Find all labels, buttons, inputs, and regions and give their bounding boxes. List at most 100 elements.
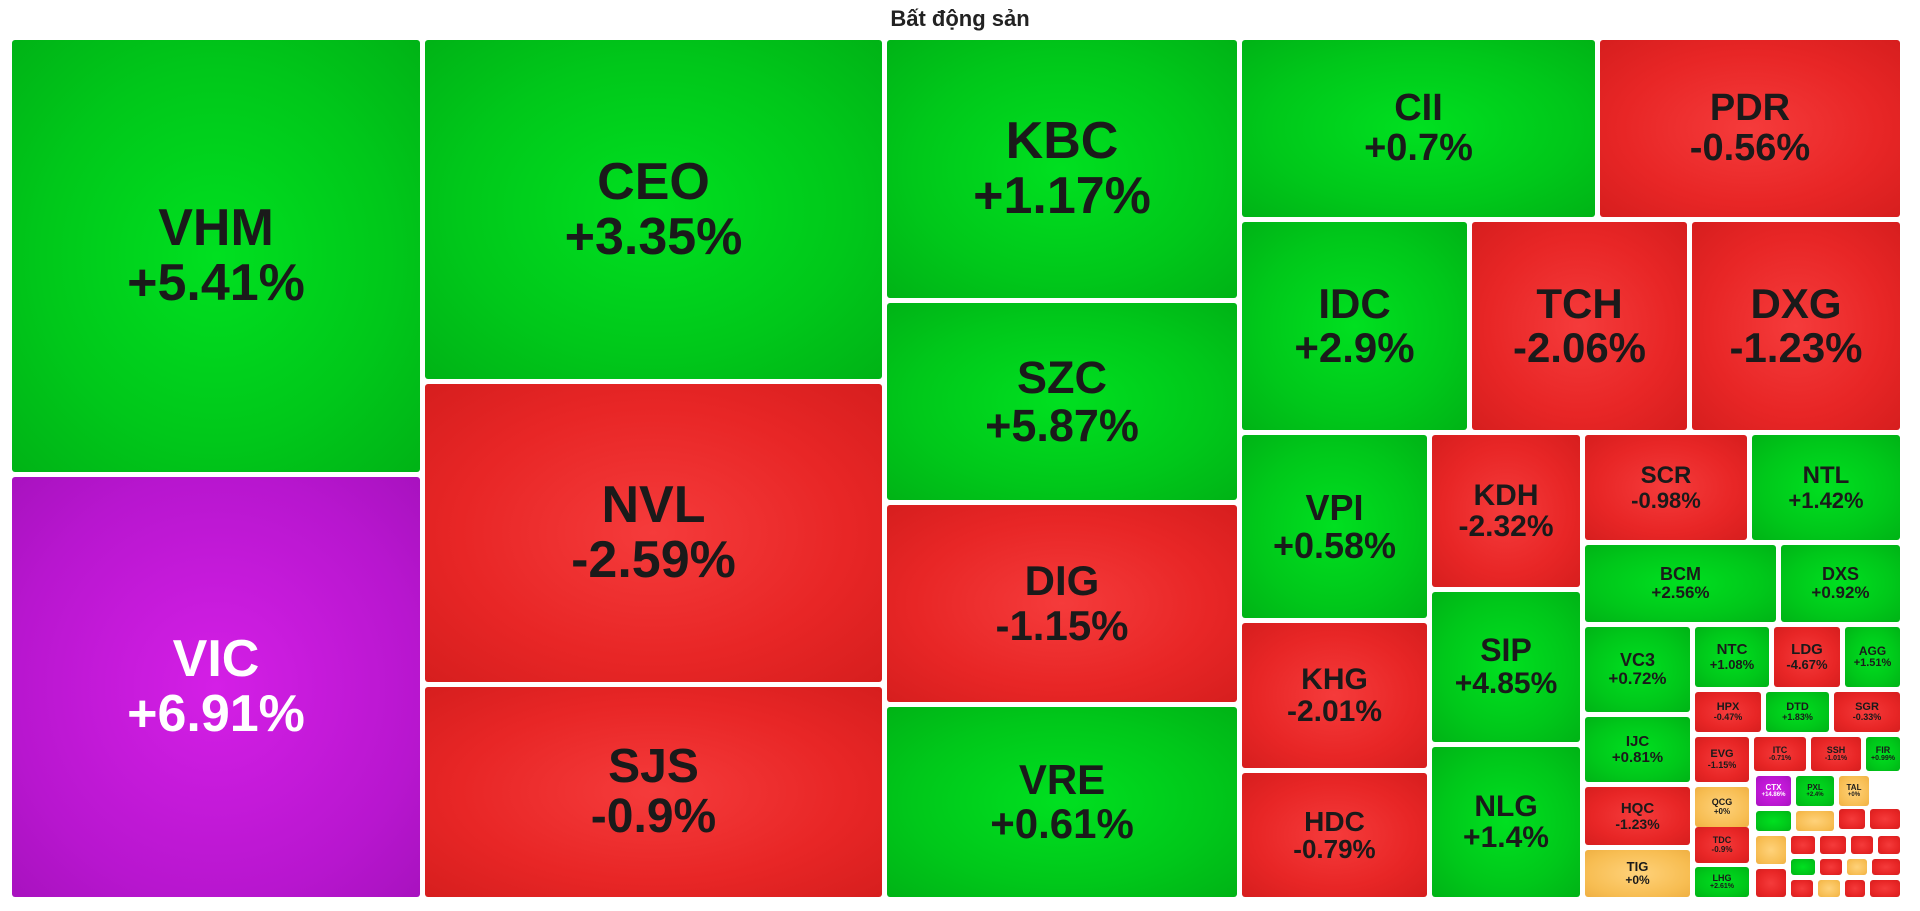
- tile-small[interactable]: [1756, 836, 1786, 864]
- tile-small[interactable]: [1839, 809, 1865, 829]
- tile-symbol: VRE: [1018, 755, 1106, 803]
- tile-dig[interactable]: DIG -1.15%: [887, 505, 1237, 702]
- tile-vre[interactable]: VRE +0.61%: [887, 707, 1237, 897]
- tile-tdc[interactable]: TDC -0.9%: [1695, 827, 1749, 863]
- tile-idc[interactable]: IDC +2.9%: [1242, 222, 1467, 430]
- tile-ctx[interactable]: CTX +14.86%: [1756, 776, 1791, 806]
- tile-small[interactable]: [1870, 880, 1900, 897]
- tile-change: +0.99%: [1871, 755, 1895, 763]
- tile-lhg[interactable]: LHG +2.61%: [1695, 867, 1749, 897]
- tile-tal[interactable]: TAL +0%: [1839, 776, 1869, 806]
- tile-sip[interactable]: SIP +4.85%: [1432, 592, 1580, 742]
- tile-kdh[interactable]: KDH -2.32%: [1432, 435, 1580, 587]
- tile-change: +6.91%: [127, 685, 305, 743]
- tile-small[interactable]: [1878, 836, 1900, 854]
- tile-vc3[interactable]: VC3 +0.72%: [1585, 627, 1690, 712]
- tile-small[interactable]: [1851, 836, 1873, 854]
- tile-change: -1.23%: [1729, 324, 1863, 371]
- tile-small[interactable]: [1796, 811, 1834, 831]
- tile-change: +0.61%: [990, 800, 1134, 847]
- tile-symbol: KBC: [1005, 112, 1119, 171]
- tile-ceo[interactable]: CEO +3.35%: [425, 40, 882, 379]
- tile-symbol: TAL: [1846, 782, 1862, 792]
- tile-dtd[interactable]: DTD +1.83%: [1766, 692, 1829, 732]
- tile-symbol: IDC: [1318, 279, 1391, 327]
- tile-change: +2.4%: [1806, 792, 1824, 799]
- tile-vhm[interactable]: VHM +5.41%: [12, 40, 420, 472]
- tile-small[interactable]: [1845, 880, 1865, 897]
- tile-symbol: DXG: [1750, 279, 1842, 327]
- tile-small[interactable]: [1791, 880, 1813, 897]
- tile-small[interactable]: [1870, 809, 1900, 829]
- tile-small[interactable]: [1820, 836, 1846, 854]
- tile-change: -2.06%: [1512, 324, 1647, 371]
- tile-ldg[interactable]: LDG -4.67%: [1774, 627, 1840, 687]
- tile-agg[interactable]: AGG +1.51%: [1845, 627, 1900, 687]
- tile-change: -1.15%: [1707, 759, 1737, 770]
- tile-change: -2.01%: [1286, 694, 1383, 728]
- tile-symbol: KHG: [1301, 663, 1368, 696]
- tile-sjs[interactable]: SJS -0.9%: [425, 687, 882, 897]
- tile-change: -0.47%: [1713, 712, 1743, 723]
- tile-tig[interactable]: TIG +0%: [1585, 850, 1690, 897]
- tile-small[interactable]: [1818, 880, 1840, 897]
- tile-small[interactable]: [1791, 836, 1815, 854]
- tile-change: +1.83%: [1782, 712, 1813, 723]
- tile-symbol: QCG: [1711, 797, 1733, 808]
- tile-vpi[interactable]: VPI +0.58%: [1242, 435, 1427, 618]
- tile-symbol: VC3: [1619, 650, 1655, 671]
- tile-change: -0.79%: [1293, 834, 1376, 865]
- tile-small[interactable]: [1872, 859, 1900, 875]
- tile-change: +1.42%: [1788, 487, 1864, 513]
- tile-kbc[interactable]: KBC +1.17%: [887, 40, 1237, 298]
- tile-symbol: KDH: [1473, 478, 1539, 512]
- chart-title: Bất động sản: [890, 6, 1030, 31]
- tile-symbol: CTX: [1765, 782, 1782, 792]
- tile-ntl[interactable]: NTL +1.42%: [1752, 435, 1900, 540]
- tile-small[interactable]: [1847, 859, 1867, 875]
- tile-symbol: VIC: [172, 630, 260, 689]
- tile-change: -0.9%: [590, 790, 717, 843]
- tile-change: +1.4%: [1463, 821, 1549, 854]
- tile-small[interactable]: [1756, 869, 1786, 897]
- tile-nvl[interactable]: NVL -2.59%: [425, 384, 882, 682]
- tile-dxg[interactable]: DXG -1.23%: [1692, 222, 1900, 430]
- tile-ntc[interactable]: NTC +1.08%: [1695, 627, 1769, 687]
- tile-nlg[interactable]: NLG +1.4%: [1432, 747, 1580, 897]
- tile-small[interactable]: [1820, 859, 1842, 875]
- tile-symbol: SJS: [608, 739, 699, 793]
- tile-symbol: NTL: [1802, 462, 1850, 490]
- tile-change: +3.35%: [564, 207, 743, 266]
- tile-ssh[interactable]: SSH -1.01%: [1811, 737, 1861, 771]
- tile-ijc[interactable]: IJC +0.81%: [1585, 717, 1690, 782]
- tile-pxl[interactable]: PXL +2.4%: [1796, 776, 1834, 806]
- tile-vic[interactable]: VIC +6.91%: [12, 477, 420, 897]
- tile-hdc[interactable]: HDC -0.79%: [1242, 773, 1427, 897]
- tile-change: +5.41%: [127, 254, 305, 312]
- tile-hqc[interactable]: HQC -1.23%: [1585, 787, 1690, 845]
- tile-khg[interactable]: KHG -2.01%: [1242, 623, 1427, 768]
- tile-change: -4.67%: [1786, 657, 1828, 673]
- tile-small[interactable]: [1756, 811, 1791, 831]
- tile-symbol: ITC: [1772, 744, 1788, 755]
- tile-symbol: TIG: [1626, 859, 1649, 875]
- tile-change: -0.56%: [1689, 126, 1811, 169]
- tile-itc[interactable]: ITC -0.71%: [1754, 737, 1806, 771]
- tile-szc[interactable]: SZC +5.87%: [887, 303, 1237, 500]
- tile-fir[interactable]: FIR +0.99%: [1866, 737, 1900, 771]
- tile-hpx[interactable]: HPX -0.47%: [1695, 692, 1761, 732]
- tile-sgr[interactable]: SGR -0.33%: [1834, 692, 1900, 732]
- tile-evg[interactable]: EVG -1.15%: [1695, 737, 1749, 782]
- tile-tch[interactable]: TCH -2.06%: [1472, 222, 1687, 430]
- tile-qcg[interactable]: QCG +0%: [1695, 787, 1749, 827]
- tile-scr[interactable]: SCR -0.98%: [1585, 435, 1747, 540]
- tile-change: +0.81%: [1611, 748, 1664, 766]
- tile-small[interactable]: [1791, 859, 1815, 875]
- tile-dxs[interactable]: DXS +0.92%: [1781, 545, 1900, 622]
- tile-cii[interactable]: CII +0.7%: [1242, 40, 1595, 217]
- tile-change: +0%: [1713, 806, 1731, 816]
- tile-pdr[interactable]: PDR -0.56%: [1600, 40, 1900, 217]
- tile-symbol: NVL: [601, 476, 706, 535]
- tile-bcm[interactable]: BCM +2.56%: [1585, 545, 1776, 622]
